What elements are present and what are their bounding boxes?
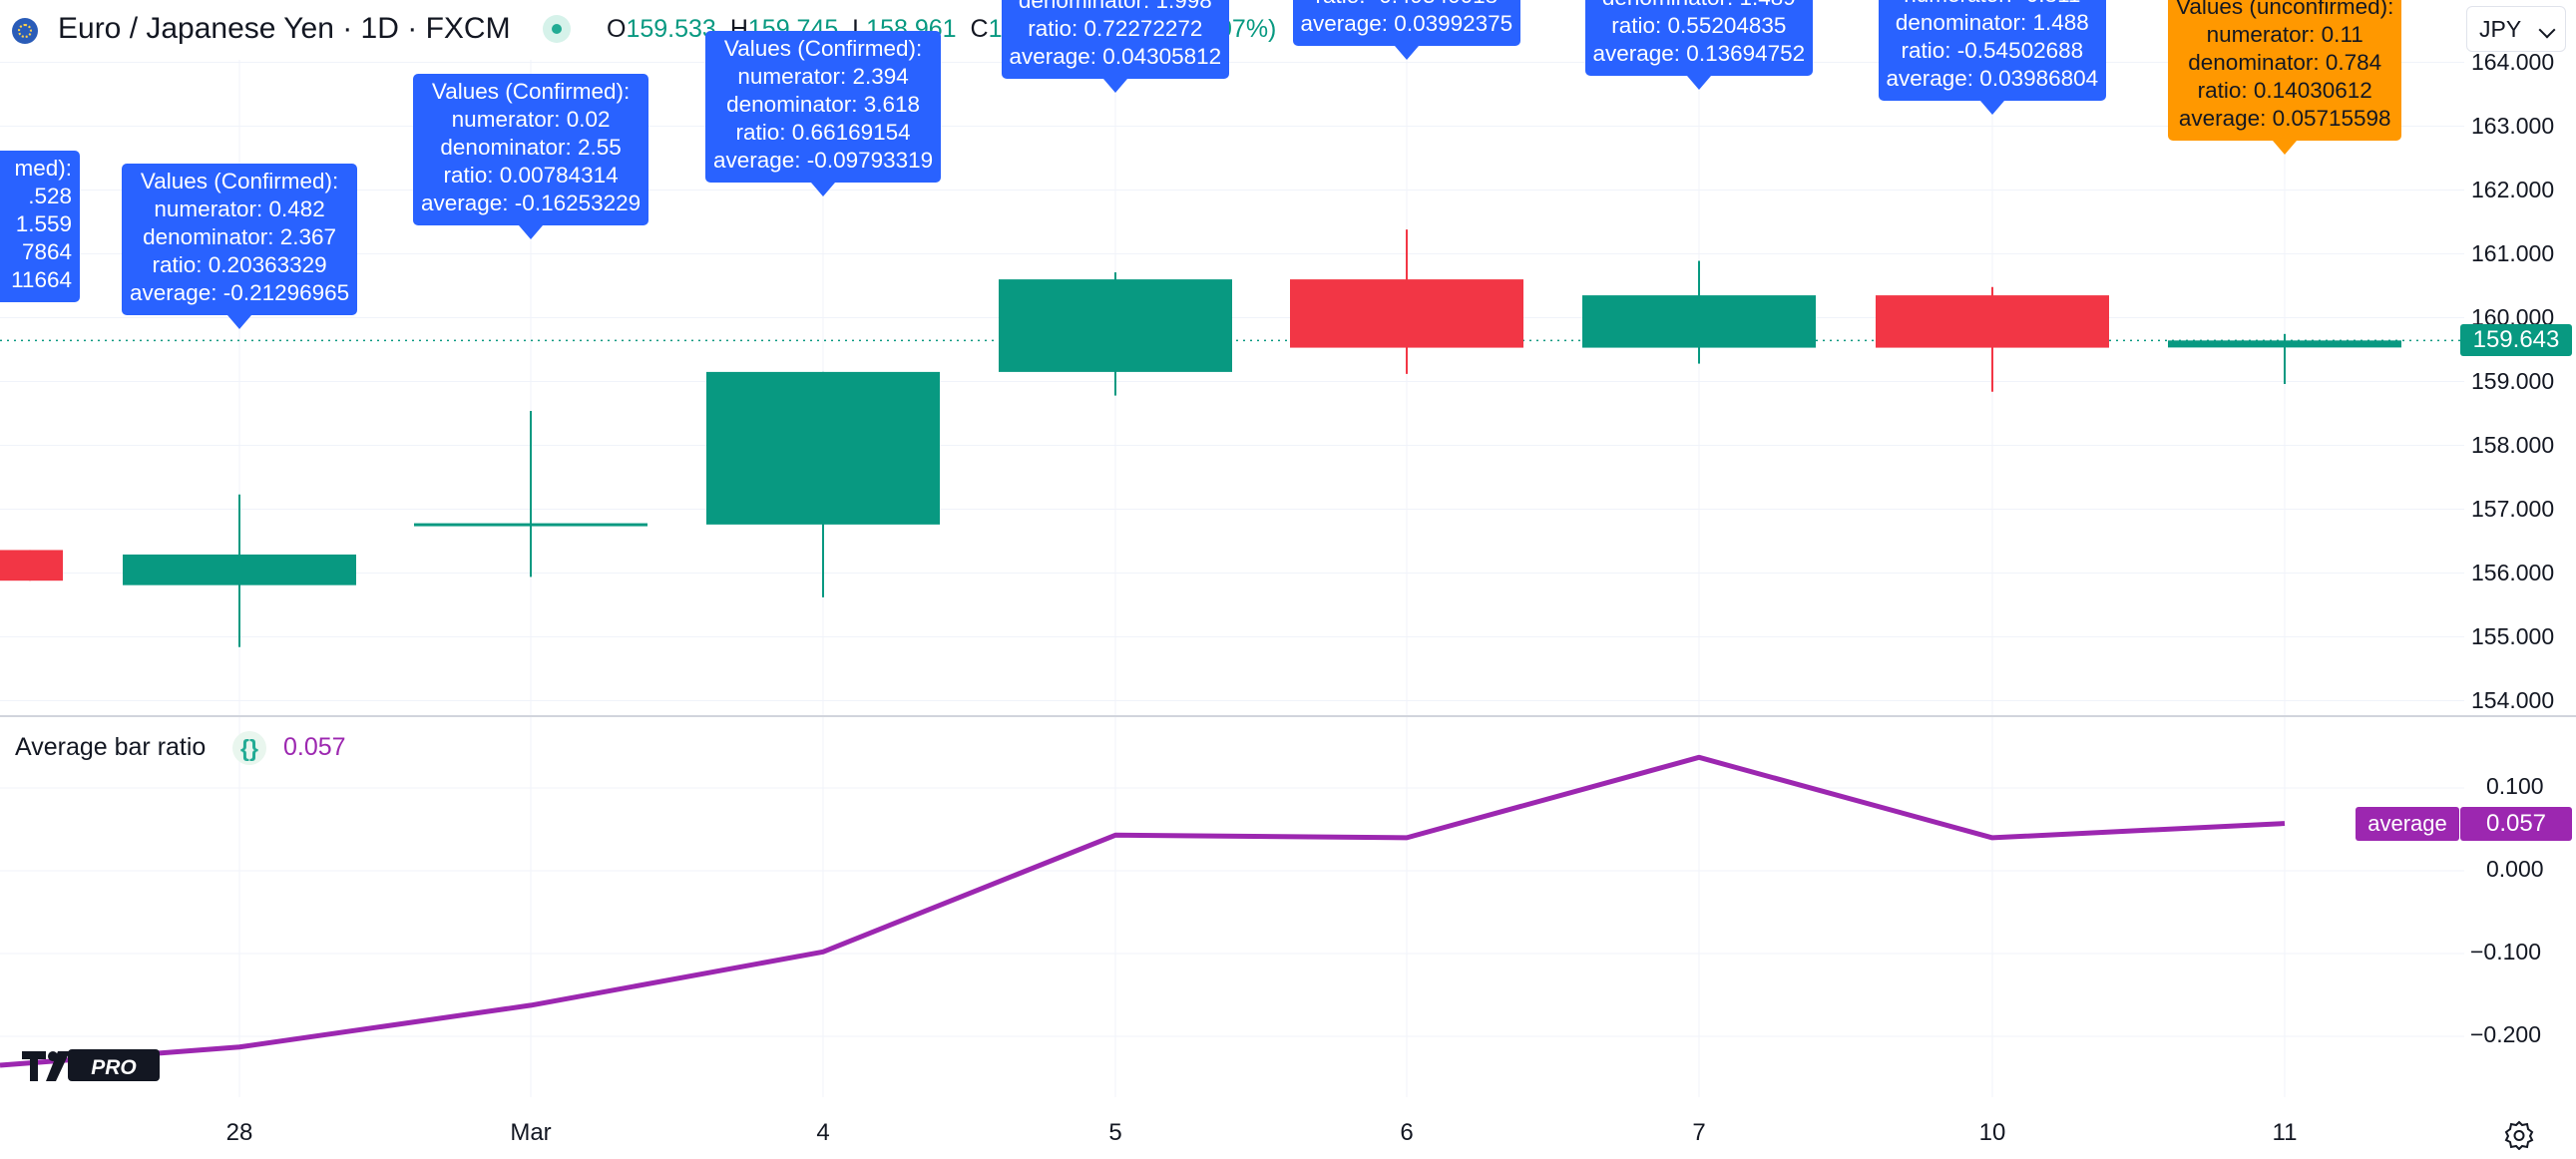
currency-button[interactable]: JPY [2466, 6, 2566, 52]
candle-body [123, 554, 356, 585]
average-value-label: 0.057 [2460, 807, 2572, 841]
tradingview-logo[interactable]: PRO [20, 1047, 160, 1083]
symbol-flag-icon [12, 18, 38, 44]
values-tooltip: Values (Confirmed): numerator: 0.02 denomi… [413, 74, 649, 239]
time-tick-label: 11 [2272, 1119, 2298, 1146]
tooltip-ratio: ratio: 0.66169154 [735, 120, 911, 145]
values-tooltip: Values (Confirmed):numerator: 1.444denom… [1001, 0, 1230, 93]
price-tick-label: 157.000 [2471, 495, 2555, 522]
tooltip-average: average: -0.16253229 [421, 191, 642, 215]
tooltip-ratio: ratio: -0.54502688 [1901, 38, 2084, 63]
candle-body [999, 279, 1232, 372]
tooltip-denominator: denominator: 3.618 [726, 92, 921, 117]
tooltip-ratio: ratio: 0.00784314 [443, 163, 619, 188]
price-tick-label: 164.000 [2471, 48, 2555, 75]
tooltip-numerator: numerator: -0.811 [1887, 0, 2099, 9]
price-tick-label: 158.000 [2471, 431, 2555, 458]
values-tooltip: Values (Confirmed): numerator: 0.482 denom… [122, 164, 358, 329]
time-tick-label: 28 [225, 1119, 253, 1146]
tooltip-average: average: 0.03992375 [1300, 11, 1513, 36]
tooltip-numerator: numerator: 0.02 [451, 107, 611, 132]
values-tooltip: Values (Confirmed):numerator: 0.822denom… [1584, 0, 1814, 90]
tooltip-header: Values (Confirmed): [140, 169, 339, 193]
tooltip-header: Values (Confirmed): [723, 36, 923, 61]
tooltip-numerator: numerator: 0.11 [2206, 22, 2363, 47]
average-line-tag: average [2356, 807, 2459, 841]
tooltip-average: average: 0.04305812 [1009, 44, 1222, 69]
indicator-tick-label: −0.200 [2470, 1021, 2541, 1047]
values-tooltip: Values (Confirmed):numerator: -1.077deno… [1292, 0, 1521, 60]
price-tick-label: 154.000 [2471, 686, 2555, 713]
tooltip-average: 11664 [11, 267, 72, 292]
tooltip-header: Values (Confirmed): [431, 79, 631, 104]
indicator-tick-label: 0.100 [2486, 773, 2544, 799]
candle-body [706, 371, 940, 525]
currency-label: JPY [2479, 16, 2522, 42]
symbol-title[interactable]: Euro / Japanese Yen · 1D · FXCM [58, 12, 511, 45]
candle-body [0, 550, 63, 581]
time-tick-label: 10 [1978, 1119, 2006, 1146]
tooltip-average: average: -0.21296965 [130, 280, 350, 305]
candle-body [414, 523, 647, 527]
time-tick-label: 6 [1400, 1119, 1414, 1146]
ohlc-value: 159.533 [626, 15, 716, 43]
time-tick-label: 4 [816, 1119, 830, 1146]
tooltip-header: Values (unconfirmed): [2176, 0, 2394, 19]
tooltip-denominator: denominator: 2.367 [143, 224, 337, 249]
tooltip-denominator: 1.559 [15, 211, 72, 236]
market-status-icon[interactable] [543, 15, 571, 43]
average-line [0, 754, 2286, 1068]
price-tick-label: 156.000 [2471, 559, 2555, 585]
tooltip-average: average: 0.03986804 [1886, 66, 2099, 91]
values-tooltip: Values (Confirmed): numerator: 2.394 denom… [705, 31, 942, 196]
tooltip-ratio: ratio: 0.14030612 [2197, 78, 2372, 103]
tooltip-ratio: ratio: 0.72272272 [1028, 16, 1203, 41]
settings-icon[interactable] [2504, 1120, 2534, 1150]
candle-body [1582, 295, 1816, 348]
candle-body [1876, 295, 2109, 348]
price-tick-label: 163.000 [2471, 112, 2555, 139]
tooltip-average: average: 0.05715598 [2178, 106, 2391, 131]
time-tick-label: 5 [1108, 1119, 1122, 1146]
price-tick-label: 162.000 [2471, 176, 2555, 202]
indicator-tick-label: −0.100 [2470, 939, 2541, 965]
tooltip-header: med): [14, 156, 72, 181]
ohlc-key: C [970, 15, 989, 43]
last-price-label: 159.643 [2460, 324, 2572, 356]
time-tick-label: Mar [510, 1119, 552, 1146]
source-code-icon[interactable]: {} [232, 731, 266, 765]
tooltip-ratio: ratio: 0.55204835 [1611, 13, 1787, 38]
tooltip-numerator: .528 [28, 184, 72, 208]
tooltip-denominator: denominator: 2.55 [440, 135, 622, 160]
logo-pro-text: PRO [91, 1056, 137, 1079]
tooltip-numerator: numerator: 0.482 [154, 196, 325, 221]
tooltip-denominator: denominator: 1.488 [1895, 10, 2089, 35]
tooltip-ratio: 7864 [21, 239, 72, 264]
candle-body [1290, 279, 1523, 348]
tooltip-denominator: denominator: 1.998 [1018, 0, 1212, 13]
price-tick-label: 159.000 [2471, 367, 2555, 394]
tooltip-ratio: ratio: 0.20363329 [152, 252, 327, 277]
price-tick-label: 155.000 [2471, 622, 2555, 649]
values-tooltip: Values (Confirmed):numerator: -0.811deno… [1878, 0, 2107, 115]
indicator-name[interactable]: Average bar ratio [15, 733, 207, 761]
indicator-tick-label: 0.000 [2486, 856, 2544, 882]
time-tick-label: 7 [1692, 1119, 1706, 1146]
price-tick-label: 161.000 [2471, 239, 2555, 266]
tooltip-ratio: ratio: -0.49540018 [1301, 0, 1513, 10]
tooltip-denominator: denominator: 1.489 [1593, 0, 1806, 12]
candle-body [2168, 340, 2401, 348]
tooltip-average: average: -0.09793319 [713, 148, 934, 173]
ohlc-key: O [607, 15, 627, 43]
tooltip-average: average: 0.13694752 [1592, 41, 1806, 66]
indicator-value: 0.057 [283, 733, 346, 761]
tooltip-numerator: numerator: 2.394 [737, 64, 909, 89]
values-tooltip: Values (unconfirmed): numerator: 0.11 deno… [2168, 0, 2402, 155]
tooltip-denominator: denominator: 0.784 [2188, 50, 2382, 75]
values-tooltip: med): .528 1.559 7864 11664 [0, 151, 80, 302]
